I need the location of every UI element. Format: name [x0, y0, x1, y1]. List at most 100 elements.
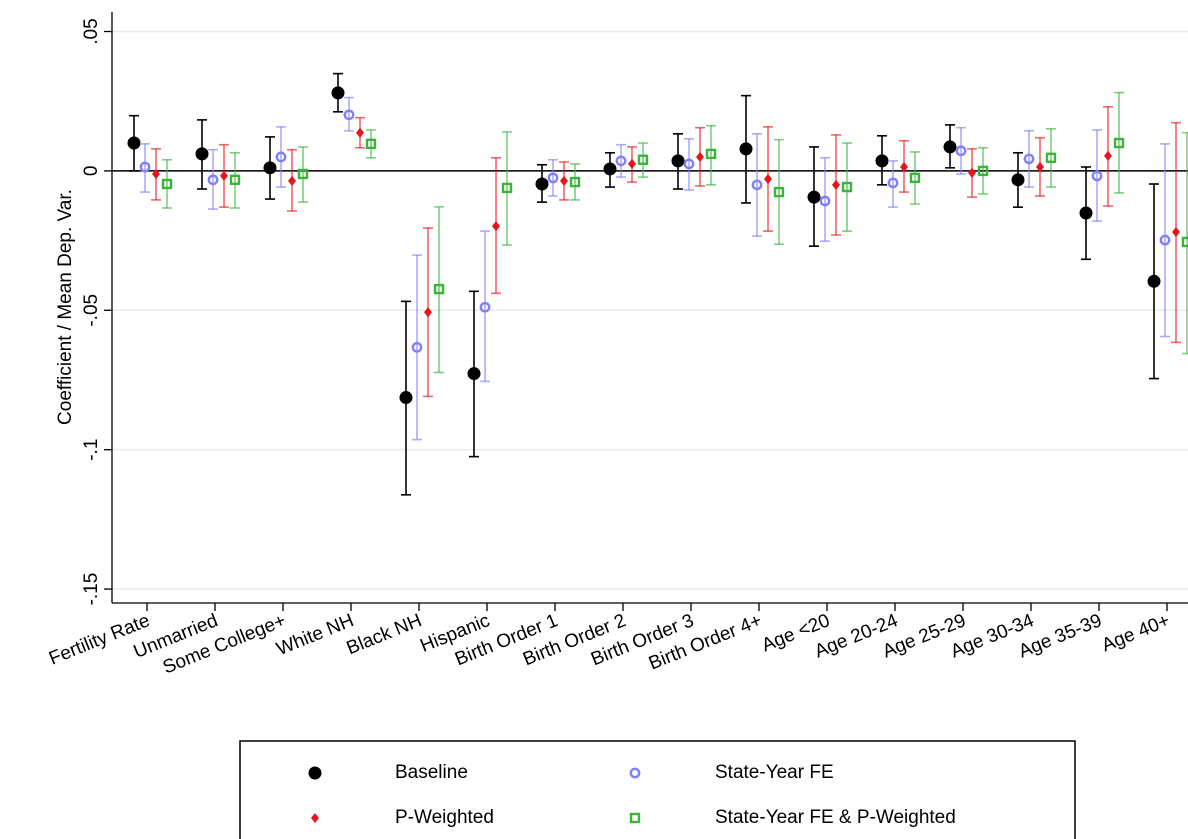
legend-marker: [629, 812, 641, 824]
point: [900, 161, 908, 172]
point: [773, 186, 785, 198]
error-bar: [480, 230, 490, 383]
point: [696, 151, 704, 162]
point: [968, 167, 976, 178]
point: [501, 182, 513, 194]
point: [569, 176, 581, 188]
point: [1079, 206, 1093, 220]
x-tick-label: Age 40+: [1099, 610, 1173, 656]
point: [841, 181, 853, 193]
legend-label: State-Year FE: [715, 762, 834, 783]
error-bar: [842, 142, 852, 232]
point: [683, 158, 695, 170]
error-bar: [230, 151, 240, 209]
point: [356, 127, 364, 138]
point: [297, 168, 309, 180]
error-bar: [638, 142, 648, 178]
error-bar: [548, 158, 558, 197]
point: [1091, 170, 1103, 182]
point: [1159, 234, 1171, 246]
error-bar: [978, 146, 988, 195]
point: [560, 175, 568, 186]
point: [467, 367, 481, 381]
point: [955, 145, 967, 157]
point: [535, 177, 549, 191]
point: [492, 221, 500, 232]
error-bar: [910, 151, 920, 205]
point: [615, 155, 627, 167]
error-bar: [1182, 131, 1188, 355]
point: [832, 179, 840, 190]
point: [1011, 173, 1025, 187]
point: [603, 162, 617, 176]
error-bar: [208, 148, 218, 210]
point: [263, 161, 277, 175]
point: [411, 341, 423, 353]
error-bar: [276, 126, 286, 188]
point: [671, 154, 685, 168]
point: [819, 195, 831, 207]
point: [1147, 274, 1161, 288]
point: [1045, 152, 1057, 163]
y-tick-label: -.15: [81, 573, 102, 606]
point: [943, 140, 957, 154]
legend-label: State-Year FE & P-Weighted: [715, 807, 956, 828]
error-bar: [570, 163, 580, 201]
point: [875, 154, 889, 168]
point: [1172, 226, 1180, 237]
point: [195, 147, 209, 161]
error-bar: [1114, 91, 1124, 194]
legend-marker: [308, 766, 322, 780]
point: [139, 161, 151, 173]
point: [764, 173, 772, 184]
point: [229, 174, 241, 186]
error-bar: [956, 126, 966, 175]
point: [637, 154, 649, 165]
point: [365, 138, 377, 150]
point: [220, 170, 228, 181]
legend-marker: [311, 813, 319, 823]
point: [1023, 153, 1035, 165]
error-bar: [706, 124, 716, 186]
point: [628, 158, 636, 169]
point: [1181, 236, 1188, 248]
x-tick-label: White NH: [274, 610, 357, 660]
legend-box: [239, 740, 1076, 839]
error-bar: [1160, 143, 1170, 338]
x-tick-label: Black NH: [344, 610, 425, 659]
point: [288, 175, 296, 186]
y-tick-label: .05: [81, 18, 102, 44]
legend-marker: [629, 767, 641, 779]
point: [399, 391, 413, 405]
point: [331, 86, 345, 100]
y-tick-label: -.1: [81, 439, 102, 461]
error-bar: [412, 254, 422, 441]
y-axis-label: Coefficient / Mean Dep. Var.: [55, 189, 76, 425]
point: [424, 307, 432, 318]
point: [547, 172, 559, 184]
point: [751, 179, 763, 191]
error-bar: [888, 160, 898, 208]
point: [207, 174, 219, 186]
point: [433, 283, 445, 295]
y-tick-label: 0: [81, 166, 102, 177]
point: [887, 177, 899, 189]
error-bar: [434, 206, 444, 374]
point: [161, 178, 173, 190]
point: [977, 165, 989, 177]
error-bar: [616, 143, 626, 178]
error-bar: [140, 143, 150, 193]
point: [343, 109, 355, 121]
error-bar: [820, 156, 830, 242]
error-bar: [1092, 129, 1102, 222]
error-bar: [502, 131, 512, 246]
point: [909, 172, 921, 184]
point: [1104, 150, 1112, 161]
error-bar: [1046, 128, 1056, 188]
error-bar: [162, 158, 172, 209]
point: [275, 151, 287, 163]
point: [1036, 161, 1044, 172]
point: [739, 142, 753, 156]
point: [705, 148, 717, 160]
